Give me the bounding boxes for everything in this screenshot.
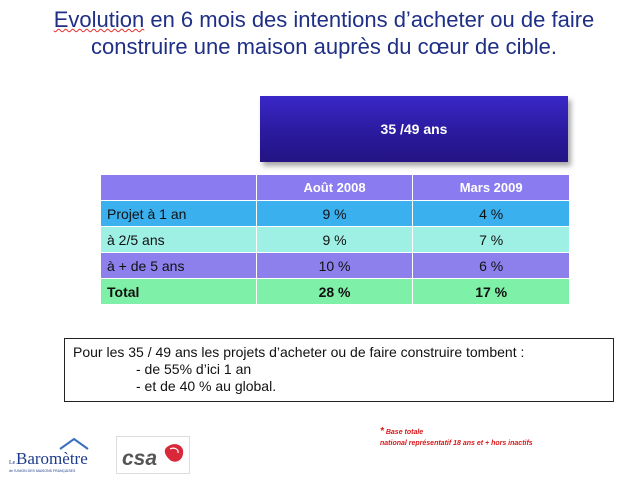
cell-mars-2009: 6 % bbox=[412, 252, 570, 279]
intentions-table: Août 2008 Mars 2009 Projet à 1 an 9 % 4 … bbox=[100, 174, 570, 305]
note-line: - et de 40 % au global. bbox=[136, 378, 277, 394]
cell-aout-2008: 9 % bbox=[255, 200, 414, 227]
csa-logo: csa bbox=[116, 436, 190, 474]
footnote-line2: national représentatif 18 ans et + hors … bbox=[380, 440, 533, 447]
slide-title-line1: en 6 mois des intentions d’acheter ou de… bbox=[144, 7, 595, 32]
table-header-aout-2008: Août 2008 bbox=[255, 174, 414, 201]
table-row: à + de 5 ans 10 % 6 % bbox=[100, 252, 570, 279]
row-label: à + de 5 ans bbox=[100, 252, 257, 279]
age-group-label: 35 /49 ans bbox=[380, 121, 448, 137]
csa-logo-graphic: csa bbox=[122, 444, 184, 470]
note-line: Pour les 35 / 49 ans les projets d’achet… bbox=[73, 344, 525, 360]
slide-title-first-word: Evolution bbox=[53, 7, 145, 32]
conclusion-note: Pour les 35 / 49 ans les projets d’achet… bbox=[64, 338, 614, 402]
cell-aout-2008: 9 % bbox=[255, 226, 414, 253]
csa-text: csa bbox=[122, 447, 157, 470]
table-header-row: Août 2008 Mars 2009 bbox=[100, 174, 570, 201]
table-row: à 2/5 ans 9 % 7 % bbox=[100, 226, 570, 253]
table-row: Projet à 1 an 9 % 4 % bbox=[100, 200, 570, 227]
barometre-logo: Le Baromètre de l’UNION DES MAISONS FRAN… bbox=[8, 436, 110, 476]
slide-title: Evolution en 6 mois des intentions d’ach… bbox=[8, 6, 640, 60]
cell-mars-2009: 17 % bbox=[412, 278, 570, 305]
barometre-subtitle: de l’UNION DES MAISONS FRANÇAISES bbox=[9, 469, 76, 473]
footnote-line1: Base totale bbox=[383, 429, 424, 436]
table-header-mars-2009: Mars 2009 bbox=[412, 174, 570, 201]
footnote-star: * bbox=[380, 426, 384, 437]
table-header-empty bbox=[100, 174, 257, 201]
cell-aout-2008: 28 % bbox=[255, 278, 414, 305]
barometre-name: Baromètre bbox=[16, 449, 88, 468]
row-label: Total bbox=[100, 278, 257, 305]
age-group-header: 35 /49 ans bbox=[260, 96, 568, 162]
barometre-prefix: Le bbox=[9, 460, 16, 466]
note-line: - de 55% d’ici 1 an bbox=[136, 361, 252, 377]
row-label: Projet à 1 an bbox=[100, 200, 257, 227]
slide-title-line2: construire une maison auprès du cœur de … bbox=[91, 34, 557, 59]
cell-mars-2009: 7 % bbox=[412, 226, 570, 253]
cell-aout-2008: 10 % bbox=[255, 252, 414, 279]
barometre-logo-graphic: Le Baromètre de l’UNION DES MAISONS FRAN… bbox=[9, 437, 89, 473]
footnote: * Base totale national représentatif 18 … bbox=[380, 426, 533, 449]
row-label: à 2/5 ans bbox=[100, 226, 257, 253]
cell-mars-2009: 4 % bbox=[412, 200, 570, 227]
table-row-total: Total 28 % 17 % bbox=[100, 278, 570, 305]
